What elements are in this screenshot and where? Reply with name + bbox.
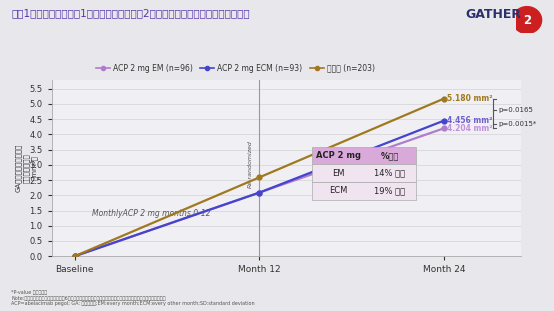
Text: ACP 2 mg: ACP 2 mg bbox=[316, 151, 361, 160]
Text: *P-value 有意以下略
Note:この分析は、ベースラインから6ヵ月時点での測積数が一定できると仮定した最善なモデルに基づいている。
ACP=abelac: *P-value 有意以下略 Note:この分析は、ベースラインから6ヵ月時点で… bbox=[11, 290, 255, 306]
FancyBboxPatch shape bbox=[312, 165, 416, 182]
FancyBboxPatch shape bbox=[312, 147, 416, 165]
Y-axis label: GA面積のベースライン
からの平均変化
（mm²）: GA面積のベースライン からの平均変化 （mm²） bbox=[15, 144, 38, 192]
Legend: ACP 2 mg EM (n=96), ACP 2 mg ECM (n=93), 対照群 (n=203): ACP 2 mg EM (n=96), ACP 2 mg ECM (n=93),… bbox=[93, 61, 378, 76]
Text: 4.204 mm²: 4.204 mm² bbox=[447, 124, 493, 133]
Text: p=0.0165: p=0.0165 bbox=[499, 107, 534, 113]
Text: 19% 減少: 19% 減少 bbox=[374, 186, 405, 195]
Text: ECM: ECM bbox=[329, 186, 347, 195]
Text: GATHER: GATHER bbox=[465, 8, 521, 21]
Text: 5.180 mm²: 5.180 mm² bbox=[447, 94, 493, 103]
Text: MonthlyACP 2 mg months 0‑12: MonthlyACP 2 mg months 0‑12 bbox=[93, 209, 211, 218]
Text: Re-randomized: Re-randomized bbox=[248, 141, 253, 188]
FancyBboxPatch shape bbox=[312, 182, 416, 200]
Text: 毎月1回投与および隔月1回投与により投与後2年時点の地図状萎縮進行速度を抑制: 毎月1回投与および隔月1回投与により投与後2年時点の地図状萎縮進行速度を抑制 bbox=[11, 8, 250, 18]
Text: 14% 減少: 14% 減少 bbox=[374, 169, 405, 178]
Text: %減少: %減少 bbox=[381, 151, 399, 160]
Text: p=0.0015*: p=0.0015* bbox=[499, 121, 537, 128]
Text: 2: 2 bbox=[523, 14, 531, 26]
Text: EM: EM bbox=[332, 169, 344, 178]
Text: 4.456 mm²: 4.456 mm² bbox=[447, 116, 493, 125]
Circle shape bbox=[512, 7, 542, 34]
